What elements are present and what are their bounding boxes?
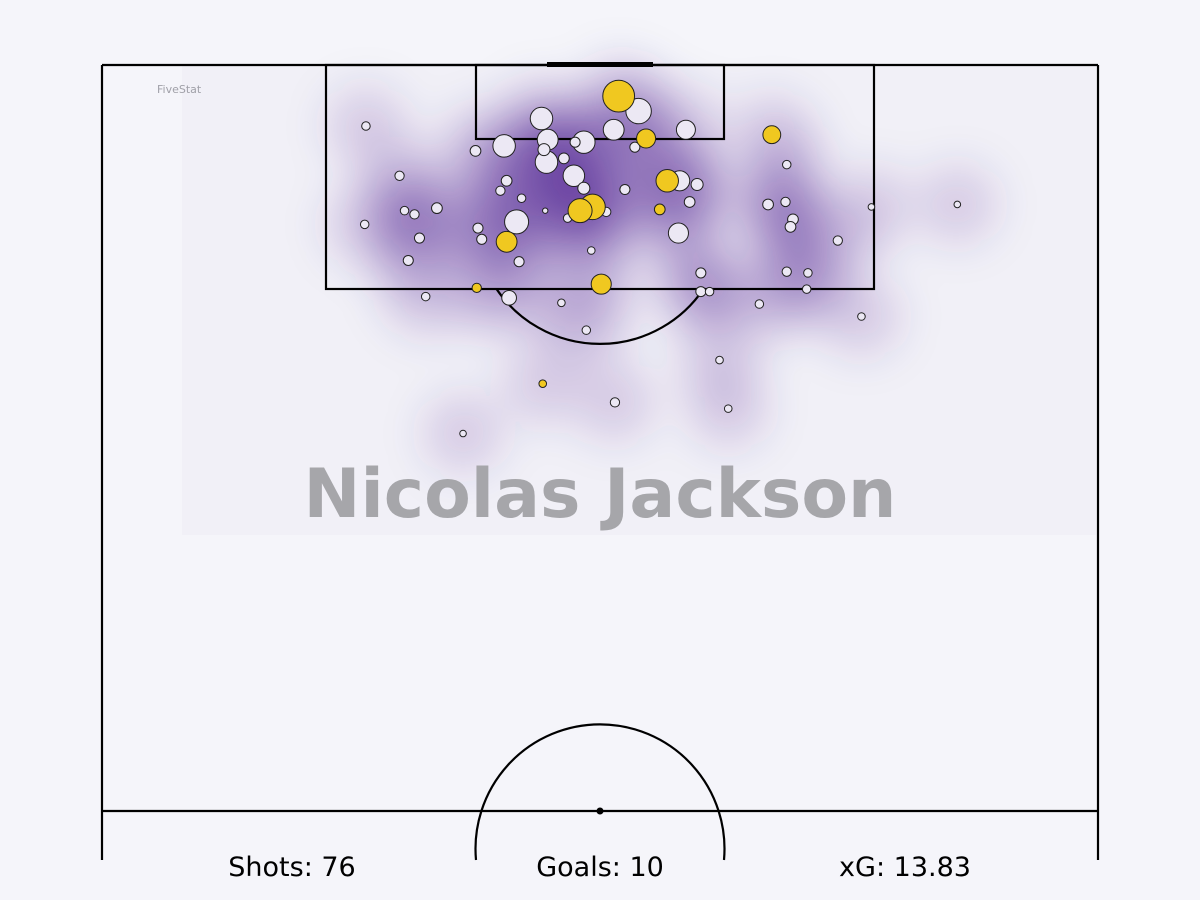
- shot-miss-point: [420, 291, 431, 302]
- shot-miss-point: [780, 196, 791, 208]
- shot-miss-point: [695, 286, 707, 298]
- shot-goal-point: [590, 273, 612, 295]
- shot-miss-point: [501, 289, 517, 306]
- shot-miss-point: [558, 152, 570, 165]
- shot-miss-point: [492, 134, 516, 158]
- shot-miss-point: [801, 284, 812, 294]
- centre-spot: [596, 807, 604, 815]
- shot-miss-point: [529, 106, 554, 131]
- shot-miss-point: [704, 286, 715, 297]
- shot-miss-point: [562, 164, 586, 188]
- shot-miss-point: [803, 268, 813, 278]
- shot-miss-point: [690, 178, 704, 192]
- shot-miss-point: [569, 136, 581, 148]
- shot-miss-point: [782, 159, 792, 170]
- shot-miss-point: [431, 202, 443, 215]
- shot-miss-point: [516, 193, 527, 203]
- shot-miss-point: [602, 118, 625, 141]
- shot-miss-point: [557, 298, 566, 308]
- shots-stat: Shots: 76: [228, 852, 356, 883]
- shot-miss-point: [857, 312, 866, 321]
- shot-miss-point: [715, 355, 724, 365]
- shot-miss-point: [723, 404, 733, 413]
- shot-miss-point: [513, 256, 525, 268]
- shot-miss-point: [577, 181, 591, 195]
- shot-miss-point: [409, 209, 420, 220]
- shot-miss-point: [476, 233, 488, 245]
- shot-miss-point: [581, 325, 592, 335]
- shot-miss-point: [495, 185, 506, 196]
- shot-goal-point: [495, 230, 518, 253]
- shot-miss-point: [867, 203, 876, 211]
- shot-miss-point: [695, 267, 707, 279]
- shot-miss-point: [781, 266, 792, 277]
- goals-stat: Goals: 10: [536, 852, 664, 883]
- shot-goal-point: [567, 198, 593, 224]
- shot-goal-point: [538, 379, 548, 389]
- shot-miss-point: [413, 232, 426, 244]
- xg-stat: xG: 13.83: [839, 852, 971, 883]
- shot-miss-point: [619, 183, 631, 196]
- shot-miss-point: [667, 222, 689, 244]
- player-name: Nicolas Jackson: [303, 455, 897, 534]
- shot-goal-point: [655, 169, 679, 193]
- shot-miss-point: [537, 143, 551, 157]
- shot-miss-point: [953, 200, 962, 209]
- shot-miss-point: [675, 119, 696, 140]
- shot-goal-point: [636, 128, 657, 149]
- shot-miss-point: [472, 222, 484, 234]
- shot-goal-point: [653, 203, 666, 216]
- shot-miss-point: [504, 209, 530, 235]
- centre-circle: [474, 723, 726, 861]
- shot-miss-point: [629, 141, 641, 153]
- shot-miss-point: [754, 299, 765, 309]
- penalty-arc: [495, 288, 705, 345]
- shot-miss-point: [402, 254, 414, 266]
- shot-miss-point: [359, 219, 370, 230]
- shot-markers: [359, 79, 962, 438]
- shot-miss-point: [394, 170, 405, 181]
- shot-miss-point: [399, 205, 410, 216]
- shot-miss-point: [361, 121, 371, 131]
- shot-miss-point: [500, 174, 513, 187]
- shot-miss-point: [542, 207, 549, 214]
- shot-miss-point: [832, 235, 843, 246]
- shot-miss-point: [762, 198, 774, 211]
- shot-miss-point: [784, 220, 797, 233]
- shot-goal-point: [762, 125, 782, 145]
- shot-miss-point: [586, 246, 596, 255]
- shot-goal-point: [471, 282, 482, 294]
- shot-miss-point: [469, 145, 482, 157]
- shot-miss-point: [609, 397, 621, 408]
- brand-label: FiveStat: [157, 83, 202, 96]
- shot-miss-point: [459, 429, 467, 438]
- shot-miss-point: [683, 196, 696, 208]
- shot-goal-point: [602, 79, 636, 113]
